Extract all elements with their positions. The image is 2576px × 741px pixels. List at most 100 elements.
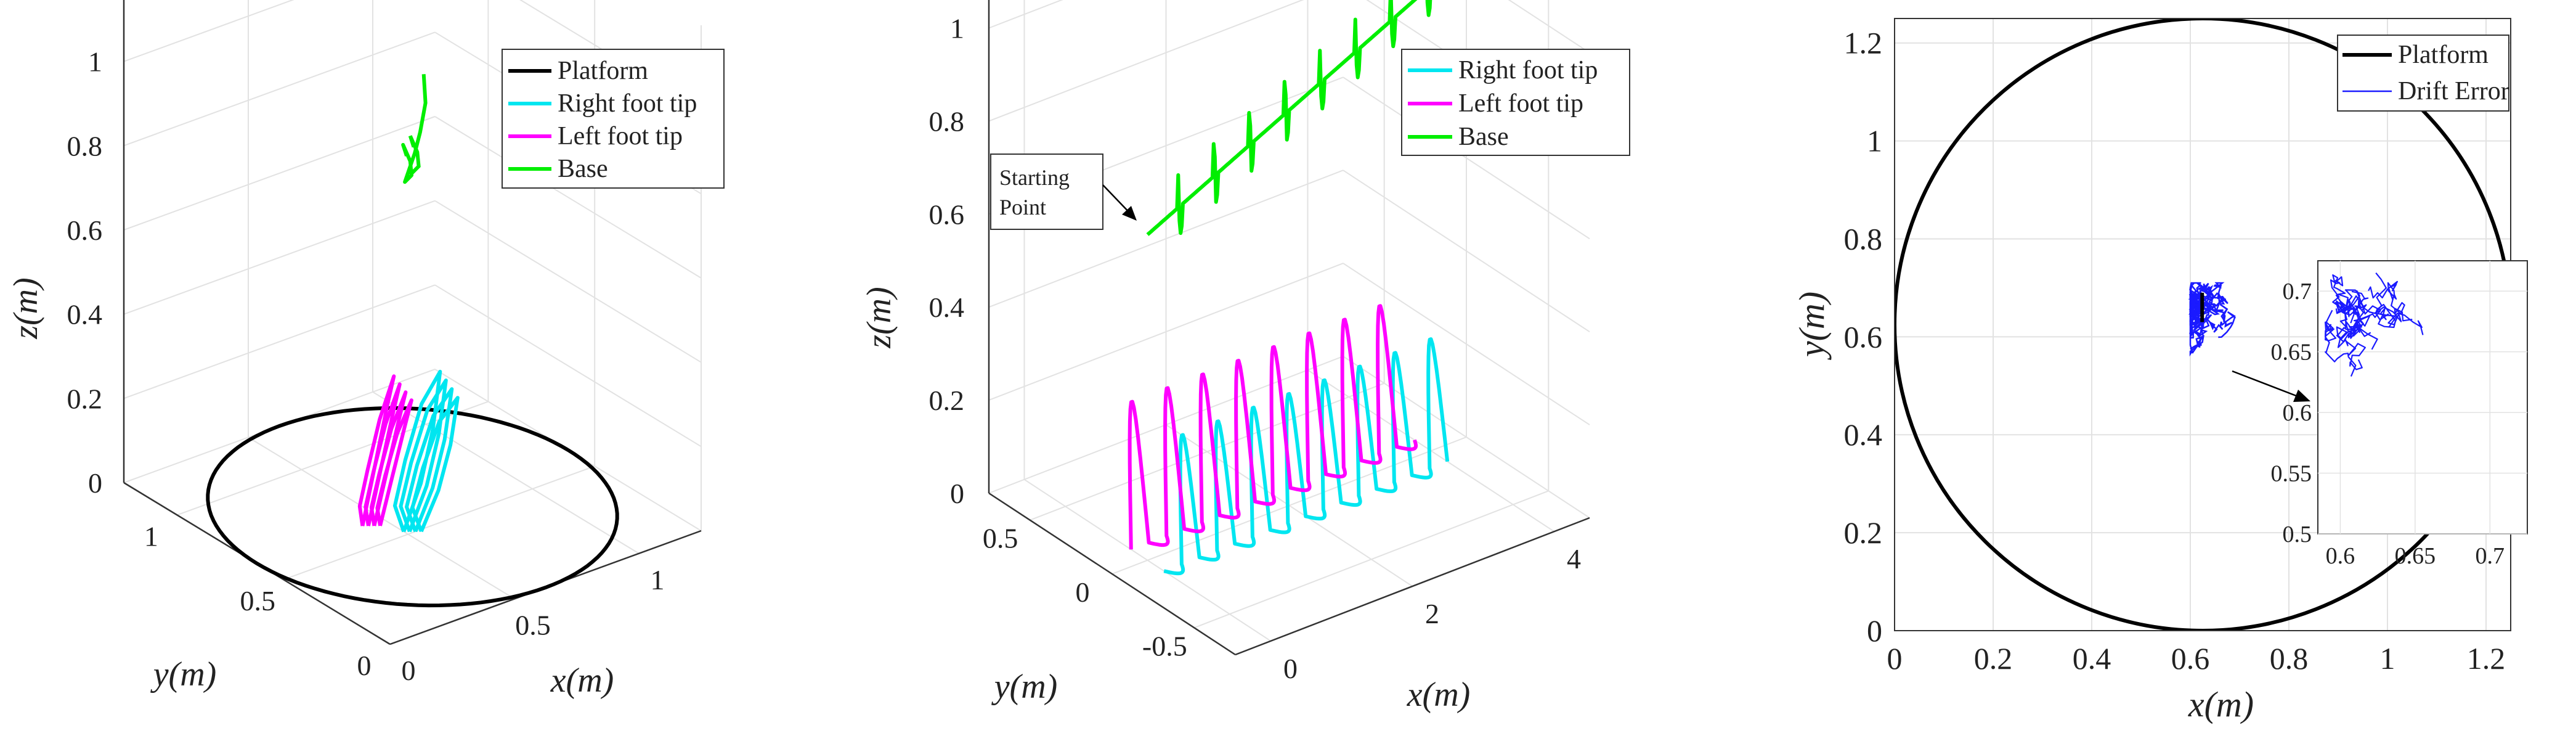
p1-z-tick-label: 0.4 [67, 299, 103, 330]
p1-xlabel: x(m) [550, 661, 614, 700]
p1-wally-grid-z-3 [123, 116, 436, 231]
p2-wallx-grid-z-2 [1343, 170, 1590, 333]
p3-inset: 0.6 0.65 0.7 0.5 0.55 0.6 0.65 0.7 [2271, 260, 2528, 569]
p2-annotation-line2: Point [999, 195, 1046, 219]
p2-y-tick-label: -0.5 [1142, 630, 1187, 661]
p3-inset-y-tick-label: 0.7 [2283, 279, 2312, 305]
p1-z-tick-label: 0 [88, 467, 102, 499]
p1-legend-platform: Platform [558, 57, 648, 85]
p1-legend-right-foot: Right foot tip [558, 89, 697, 118]
p3-legend-box [2337, 35, 2509, 112]
p2-x-tick-label: 4 [1567, 543, 1581, 575]
p3-inset-drift-line [2330, 274, 2361, 312]
p1-left-foot-line [375, 398, 413, 526]
p1-z-tick-label: 0.6 [67, 215, 103, 246]
p2-ylabel: y(m) [991, 668, 1058, 706]
p2-annotation-line1: Starting [999, 165, 1070, 190]
p3-inset-x-tick-label: 0.7 [2476, 543, 2505, 569]
p2-floor-grid-y-2 [1030, 382, 1385, 521]
p2-z-tick-label: 0.4 [929, 292, 965, 323]
p2-annotation-starting-point: Starting Point [990, 154, 1137, 230]
p1-ylabel: y(m) [150, 655, 217, 694]
p3-x-tick-label: 0.6 [2171, 641, 2210, 676]
p3-legend-drift: Drift Error [2398, 77, 2509, 105]
p1-x-tick-label: 0 [402, 655, 416, 686]
p1-wally-grid-z-5 [123, 0, 295, 62]
p1-y-tick-label: 0 [357, 650, 372, 681]
p3-inset-y-tick-label: 0.55 [2271, 461, 2312, 487]
p3-zoom-arrow-line [2232, 370, 2300, 398]
p2-x-tick-label: 2 [1425, 598, 1439, 629]
p3-x-tick-label: 1.2 [2467, 641, 2506, 676]
p1-wallx-grid-z-2 [434, 200, 702, 363]
p2-wally-grid-z-1 [988, 263, 1344, 401]
p2-wallx-grid-z-1 [1343, 263, 1590, 425]
p1-wally-grid-z-1 [123, 284, 436, 399]
p3-tick-labels: 0 0.2 0.4 0.6 0.8 1 1.2 0 0.2 0.4 0.6 0.8 1 1.2 [1844, 26, 2506, 676]
p2-y-axis [988, 492, 1236, 656]
p3-x-tick-label: 0.4 [2073, 641, 2111, 676]
p2-legend-base: Base [1458, 123, 1509, 151]
panel-3-2d-plot: 0 0.2 0.4 0.6 0.8 1 1.200.20.40.60.811.2 y(m) … [1792, 18, 2528, 724]
p2-wallx-grid-z-5 [1508, 0, 1590, 54]
p3-inset-drift-line [2335, 272, 2397, 329]
p3-inset-drift-line [2336, 298, 2366, 370]
p1-tick-labels: 0 0.5 1 0 0.5 1 0 0.2 0.4 0.6 0.8 1 [67, 46, 665, 686]
p1-wallx-grid-z-1 [434, 284, 702, 448]
p3-inset-drift-line [2325, 309, 2357, 377]
p3-inset-drift-line [2335, 294, 2378, 350]
p1-right-foot-line [405, 387, 454, 533]
p2-z-tick-label: 0 [950, 478, 964, 509]
p1-right-foot-line [410, 396, 460, 533]
p3-inset-x-tick-label: 0.65 [2395, 543, 2436, 569]
p1-z-tick-label: 0.2 [67, 383, 103, 414]
p2-wally-grid-z-5 [988, 0, 1063, 29]
p2-legend: Right foot tip Left foot tip Base [1401, 49, 1630, 156]
p3-x-tick-label: 0.8 [2270, 641, 2309, 676]
p3-inset-drift-line [2350, 295, 2398, 328]
p2-z-tick-label: 0.6 [929, 199, 965, 230]
p2-z-tick-label: 0.2 [929, 385, 965, 416]
p3-y-tick-label: 1.2 [1844, 26, 1883, 60]
p1-floor-grid-y-2 [177, 401, 489, 516]
p1-x-tick-label: 0.5 [515, 609, 551, 641]
p3-inset-y-tick-label: 0.65 [2271, 340, 2312, 366]
p2-xlabel: x(m) [1407, 676, 1471, 714]
p3-inset-data [2325, 272, 2424, 377]
p1-wally-grid-z-4 [123, 31, 436, 147]
p1-wally-grid-z-2 [123, 200, 436, 315]
p3-y-tick-label: 0.8 [1844, 221, 1883, 256]
p3-drift-line [2188, 282, 2229, 321]
p1-y-tick-label: 0.5 [240, 585, 275, 616]
p3-inset-tick-labels: 0.6 0.65 0.7 0.5 0.55 0.6 0.65 0.7 [2271, 279, 2505, 569]
p3-inset-x-tick-label: 0.6 [2326, 543, 2355, 569]
p2-z-tick-label: 1 [950, 12, 964, 44]
p1-z-tick-label: 1 [88, 46, 102, 78]
p2-left-foot-line [1128, 304, 1418, 550]
p3-y-tick-label: 1 [1867, 124, 1882, 158]
p1-y-tick-label: 1 [144, 520, 158, 552]
p2-y-tick-label: 0.5 [983, 523, 1018, 554]
p2-tick-labels: 0 2 4 -0.5 0 0.5 0 0.2 0.4 0.6 0.8 1 [929, 12, 1582, 684]
p3-x-tick-label: 1 [2380, 641, 2395, 676]
p3-ylabel: y(m) [1792, 292, 1832, 360]
p2-zlabel: z(m) [860, 287, 898, 349]
p2-y-tick-label: 0 [1076, 576, 1090, 608]
p2-legend-left-foot: Left foot tip [1458, 89, 1583, 118]
p1-floor-grid-y-1 [283, 465, 595, 581]
p2-legend-right-foot: Right foot tip [1458, 56, 1598, 84]
p2-wallx-grid-z-3 [1343, 76, 1590, 240]
p1-legend-base: Base [558, 155, 608, 183]
p3-inset-y-tick-label: 0.5 [2283, 522, 2312, 547]
p1-x-tick-label: 1 [651, 564, 665, 596]
p3-x-tick-label: 0.2 [1974, 641, 2013, 676]
p3-y-tick-label: 0.6 [1844, 319, 1883, 354]
p2-axes [988, 0, 1590, 656]
p2-x-tick-label: 0 [1283, 653, 1298, 684]
p2-right-foot-line [1163, 337, 1450, 576]
p3-y-tick-label: 0.2 [1844, 515, 1883, 550]
p2-wally-grid-z-2 [988, 170, 1344, 308]
p1-legend: Platform Right foot tip Left foot tip Ba… [502, 49, 725, 189]
p3-data [1895, 18, 2511, 631]
